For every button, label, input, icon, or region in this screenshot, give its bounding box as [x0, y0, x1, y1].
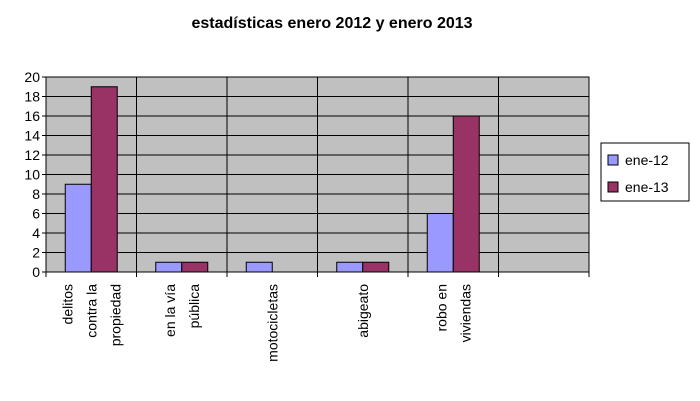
chart-title: estadísticas enero 2012 y enero 2013 — [191, 15, 472, 32]
category-label: robo en — [433, 284, 449, 331]
bar-ene-13-4 — [452, 115, 480, 273]
category-label: contra la — [83, 284, 99, 338]
category-label: propiedad — [107, 284, 123, 346]
category-label: delitos — [59, 284, 75, 324]
legend-label: ene-12 — [625, 152, 669, 168]
category-label: pública — [186, 284, 202, 329]
y-tick-label: 8 — [32, 186, 40, 202]
y-tick-label: 20 — [24, 69, 40, 85]
legend: ene-12 ene-13 — [600, 142, 690, 202]
bar-ene-12-3 — [336, 261, 364, 273]
y-tick-label: 6 — [32, 206, 40, 222]
bar-ene-12-1 — [155, 261, 183, 273]
legend-swatch — [607, 181, 619, 193]
bar-ene-12-4 — [426, 213, 454, 273]
y-tick-label: 2 — [32, 245, 40, 261]
y-tick-label: 4 — [32, 225, 40, 241]
bar-ene-13-1 — [181, 261, 209, 273]
bar-ene-13-3 — [362, 261, 390, 273]
bar-ene-13-0 — [90, 86, 118, 273]
category-label: viviendas — [457, 284, 473, 342]
category-label: motocicletas — [264, 284, 280, 362]
bar-ene-12-2 — [245, 261, 273, 273]
y-tick-label: 0 — [32, 264, 40, 280]
y-tick-label: 14 — [24, 128, 40, 144]
y-tick-label: 12 — [24, 147, 40, 163]
category-label: abigeato — [355, 284, 371, 338]
y-tick-label: 18 — [24, 89, 40, 105]
bar-ene-12-0 — [64, 183, 92, 273]
legend-label: ene-13 — [625, 179, 669, 195]
plot-area: 0 2 4 6 8 10 12 14 16 18 20 delitos contra la propied… — [24, 69, 590, 362]
y-tick-label: 10 — [24, 167, 40, 183]
category-label: en la vía — [162, 284, 178, 337]
y-tick-label: 16 — [24, 108, 40, 124]
legend-swatch — [607, 154, 619, 166]
